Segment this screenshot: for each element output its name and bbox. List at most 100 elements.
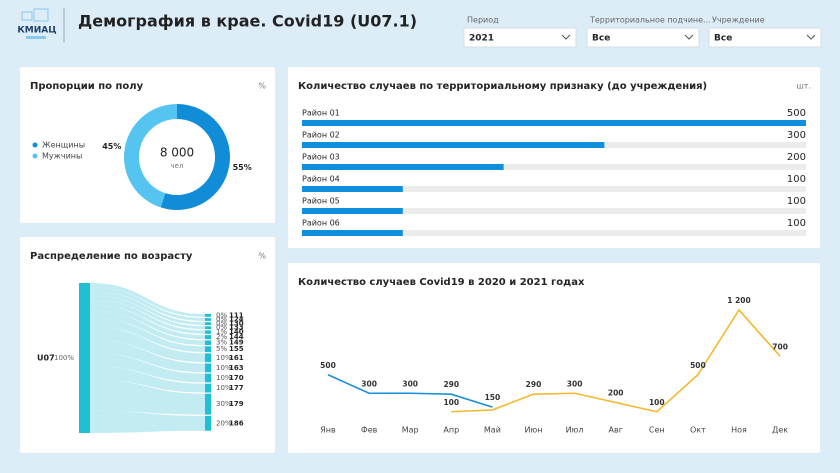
bar-label: Район 06 [302,219,340,228]
x-tick-label: Окт [690,426,706,435]
target-value: 0% [216,311,227,319]
target-node [205,393,211,415]
target-label: 149 [229,339,244,347]
dropdown-value: Все [714,34,732,44]
dropdown-value: 2021 [469,34,494,44]
target-node [205,346,211,353]
bar [302,164,504,170]
target-node [205,373,211,383]
dropdown-value: Все [592,34,610,44]
bar-value: 100 [787,174,806,185]
logo-shape [21,11,33,21]
target-label: 163 [229,364,244,372]
bar [302,120,806,126]
flow [90,326,205,363]
filter-label: Учреждение [712,16,765,25]
target-node [205,340,211,345]
legend-marker [32,142,38,148]
bar-track [302,186,806,192]
dropdown-box[interactable] [463,27,577,48]
target-node [205,322,211,325]
panel [288,67,820,248]
data-label: 1 200 [727,296,751,305]
panel-title: Пропорции по полу [30,81,144,92]
target-value: 10% [216,354,232,362]
target-node [205,363,211,373]
flow [90,410,205,433]
target-value: 20% [216,419,232,427]
chevron [561,34,571,40]
target-label: 161 [229,354,244,362]
target-node [205,383,211,393]
page-title: Демография в крае. Covid19 (U07.1) [78,12,417,31]
legend-marker [32,153,38,159]
x-tick-label: Авг [609,426,623,435]
source-label: U07 [37,354,55,363]
panel [288,263,820,453]
data-label: 300 [567,379,583,388]
target-node [205,318,211,321]
flow [90,353,205,383]
center-unit: чел [171,162,184,170]
bar [302,142,605,148]
logo-shape [33,8,49,22]
data-label: 300 [361,379,377,388]
target-label: 170 [229,374,244,382]
bar-label: Район 05 [302,197,340,206]
line [327,374,493,408]
target-label: 144 [229,333,244,341]
x-tick-label: Ноя [731,426,747,435]
target-value: 0% [216,316,227,324]
flow [90,283,205,317]
unit-label: % [258,82,266,91]
donut-segment [124,104,177,208]
dropdown-box[interactable] [586,27,700,48]
target-label: 133 [229,324,244,332]
bar-track [302,230,806,236]
target-label: 124 [229,316,244,324]
dropdown[interactable]: Все [708,27,822,48]
dropdown-box[interactable] [708,27,822,48]
bar-label: Район 02 [302,131,340,140]
bar-value: 100 [787,218,806,229]
target-node [205,335,211,340]
x-tick-label: Мар [402,426,419,435]
data-label: 300 [402,379,418,388]
data-label: 290 [443,380,459,389]
target-node [205,326,211,330]
target-value: 30% [216,400,232,408]
unit-label: % [258,252,266,261]
flow [90,339,205,373]
target-value: 3% [216,339,227,347]
panel-title: Распределение по возрасту [30,251,193,262]
logo: КМИАЦ [17,8,57,39]
x-tick-label: Дек [772,426,788,435]
dropdown[interactable]: 2021 [463,27,577,48]
target-value: 10% [216,374,232,382]
data-label: 700 [772,342,788,351]
target-value: 10% [216,384,232,392]
logo-text: КМИАЦ [17,26,56,36]
flow [90,366,205,393]
bar-value: 300 [787,130,806,141]
flow [90,317,205,353]
bar [302,230,403,236]
data-label: 200 [608,389,624,398]
flow [90,304,205,340]
target-label: 155 [229,345,244,353]
target-value: 0% [216,320,227,328]
flow [90,299,205,334]
x-tick-label: Май [484,426,501,435]
dropdown[interactable]: Все [586,27,700,48]
x-tick-label: Сен [649,426,665,435]
target-label: 111 [229,311,244,319]
flow [90,291,205,325]
bar-value: 100 [787,196,806,207]
center-value: 8 000 [160,146,194,160]
x-tick-label: Апр [443,426,459,435]
target-label: 130 [229,320,244,328]
bar-label: Район 03 [302,153,340,162]
panel-title: Количество случаев Covid19 в 2020 и 2021… [298,277,585,288]
target-label: 177 [229,384,244,392]
